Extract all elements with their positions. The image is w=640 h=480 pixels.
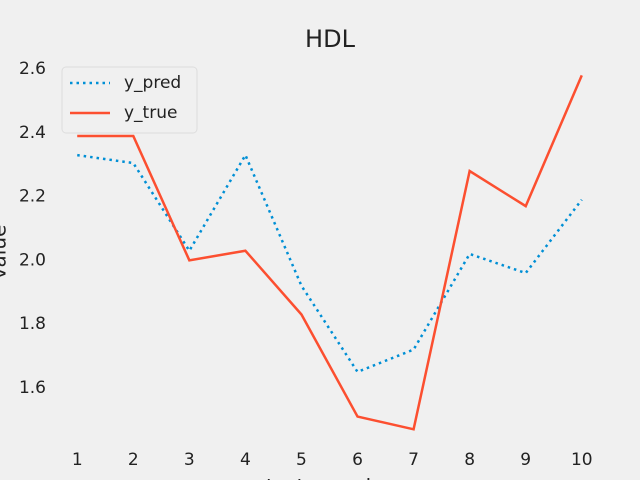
data-line	[77, 74, 583, 431]
x-tick-label: 5	[296, 450, 307, 470]
chart-title: HDL	[305, 25, 356, 53]
x-tick-label: 9	[520, 450, 531, 470]
y-tick-label: 2.2	[19, 187, 46, 207]
y-tick-label: 1.8	[19, 314, 46, 334]
x-tick-label: 8	[464, 450, 475, 470]
x-tick-label: 4	[240, 450, 251, 470]
x-tick-label: 6	[352, 450, 363, 470]
y-tick-label: 1.6	[19, 378, 46, 398]
legend-label: y_pred	[124, 73, 181, 93]
x-tick-label: 10	[571, 450, 593, 470]
x-tick-label: 3	[184, 450, 195, 470]
x-tick-label: 2	[128, 450, 139, 470]
y-tick-label: 2.6	[19, 59, 46, 79]
legend-box	[61, 66, 198, 134]
y-tick-label: 2.4	[19, 123, 46, 143]
legend-label: y_true	[124, 103, 177, 123]
x-axis-label: test samples	[266, 475, 394, 480]
x-tick-label: 7	[408, 450, 419, 470]
data-line	[77, 152, 583, 374]
x-tick-label: 1	[72, 450, 83, 470]
y-tick-label: 2.0	[19, 250, 46, 270]
y-axis-label: value	[0, 225, 11, 280]
